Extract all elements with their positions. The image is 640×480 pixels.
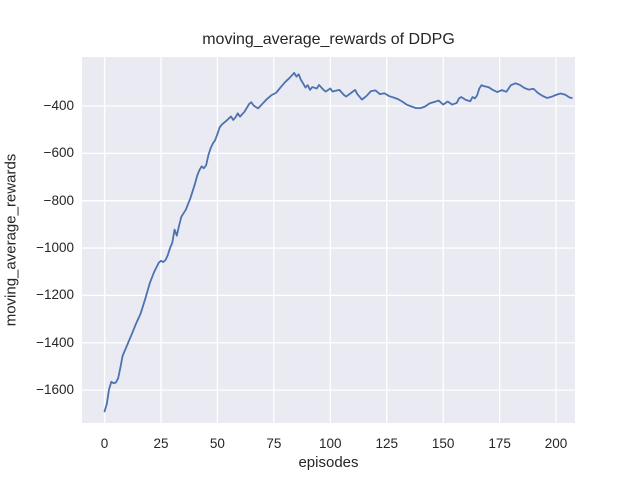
- x-tick-label: 200: [544, 436, 568, 451]
- chart-title: moving_average_rewards of DDPG: [202, 31, 455, 48]
- x-tick-label: 150: [431, 436, 455, 451]
- x-tick-label: 25: [153, 436, 169, 451]
- x-tick-label: 100: [319, 436, 342, 451]
- x-tick-label: 75: [266, 436, 282, 451]
- y-tick-label: −1000: [36, 240, 74, 256]
- y-tick-label: −1600: [36, 382, 74, 398]
- x-axis-label: episodes: [298, 454, 359, 471]
- y-tick-label: −1400: [36, 334, 74, 350]
- y-tick-label: −800: [43, 192, 74, 208]
- y-tick-label: −600: [43, 145, 74, 161]
- plot-area: [82, 57, 575, 423]
- series-line: [103, 71, 573, 413]
- y-tick-label: −1200: [36, 287, 74, 303]
- x-tick-label: 50: [209, 436, 225, 451]
- line-plot: [82, 57, 575, 423]
- y-tick-label: −400: [43, 98, 74, 113]
- x-tick-label: 0: [100, 436, 109, 451]
- x-tick-label: 125: [375, 436, 398, 451]
- x-tick-label: 175: [488, 436, 511, 451]
